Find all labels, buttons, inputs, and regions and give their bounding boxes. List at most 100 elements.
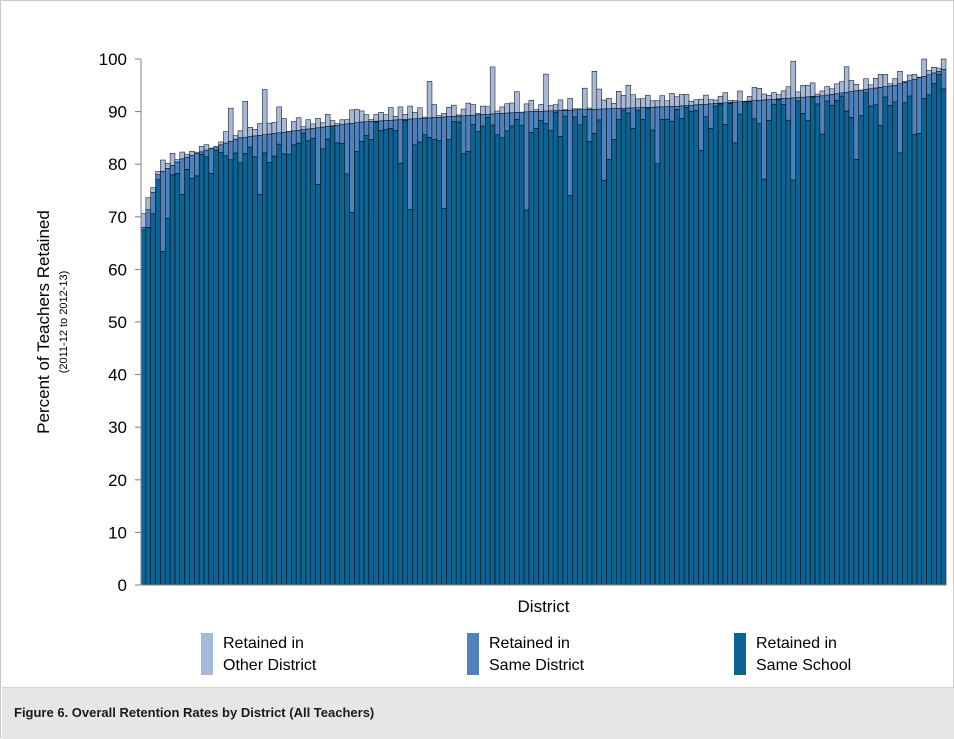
bar-same-school [878,125,883,585]
bar-other-district [650,101,655,108]
bar-same-school [156,180,161,585]
bar-other-district [393,116,398,120]
bar-other-district [704,95,709,104]
bar-other-district [151,188,156,193]
bar-same-school [665,119,670,585]
bar-other-district [262,89,267,134]
bar-other-district [359,111,364,122]
bar-same-district [534,111,539,128]
bar-other-district [674,97,679,107]
bar-other-district [839,82,844,93]
bar-same-district [796,98,801,101]
bar-same-district [408,119,413,209]
bar-same-district [350,123,355,212]
bar-other-district [189,151,194,155]
bar-other-district [941,59,946,70]
bar-same-school [912,134,917,585]
bar-same-school [563,116,568,585]
bar-same-district [364,122,369,136]
bar-other-district [767,95,772,99]
bar-other-district [369,120,374,122]
bar-same-school [834,100,839,585]
bar-same-school [403,120,408,585]
bar-same-district [461,116,466,154]
bar-other-district [640,99,645,108]
bar-same-school [577,125,582,585]
bar-other-district [354,109,359,122]
bar-same-school [160,251,165,585]
bar-same-district [830,94,835,105]
bar-other-district [893,79,898,86]
bar-same-district [219,145,224,152]
bar-same-school [204,157,209,585]
y-tick-label: 90 [108,103,127,122]
bar-same-district [335,125,340,143]
bar-same-district [786,98,791,120]
bar-same-school [165,218,170,585]
bar-same-school [316,184,321,585]
bar-other-district [228,108,233,141]
bar-other-district [655,101,660,107]
bar-same-school [820,134,825,585]
bar-same-school [480,126,485,585]
bar-same-district [146,210,151,228]
bar-same-school [238,163,243,585]
bar-same-district [257,135,262,194]
bar-same-district [563,110,568,116]
bar-other-district [801,85,806,97]
bar-same-district [922,76,927,98]
bar-same-district [398,120,403,163]
bar-same-district [301,130,306,133]
bar-other-district [296,118,301,131]
bar-other-district [791,61,796,98]
bar-same-school [311,138,316,585]
bar-same-school [388,129,393,585]
bar-same-school [728,104,733,585]
bar-same-district [442,117,447,208]
y-tick-label: 30 [108,418,127,437]
bar-same-school [592,133,597,585]
bar-same-district [757,100,762,123]
bar-same-school [733,143,738,585]
bar-other-district [718,96,723,103]
bar-same-district [194,154,199,176]
bar-other-district [170,153,175,165]
bar-same-school [825,101,830,585]
bar-other-district [752,87,757,100]
bar-other-district [413,112,418,118]
bar-same-school [922,99,927,585]
bar-same-district [597,109,602,120]
bar-other-district [282,119,287,133]
bar-other-district [631,95,636,108]
bar-same-school [781,105,786,585]
bar-same-school [941,89,946,585]
bar-other-district [558,100,563,111]
bar-other-district [180,152,185,159]
bar-same-district [917,78,922,133]
bar-other-district [451,105,456,116]
bar-other-district [781,91,786,99]
bar-same-school [898,153,903,585]
bar-same-school [650,130,655,585]
bar-same-district [306,129,311,141]
bar-same-district [883,87,888,97]
bar-same-school [437,141,442,585]
bar-same-district [898,84,903,153]
bar-same-district [359,122,364,141]
bar-other-district [480,106,485,115]
bar-other-district [912,74,917,79]
bar-same-district [699,105,704,151]
bar-same-district [713,104,718,107]
bar-other-district [223,132,228,144]
bar-same-school [684,107,689,585]
bar-same-school [320,149,325,585]
bar-same-district [544,111,549,123]
bar-other-district [864,79,869,90]
bar-same-school [544,123,549,585]
bar-other-district [156,172,161,175]
bar-same-district [379,121,384,131]
bar-other-district [616,91,621,108]
bar-other-district [820,91,825,96]
bar-same-school [282,154,287,585]
